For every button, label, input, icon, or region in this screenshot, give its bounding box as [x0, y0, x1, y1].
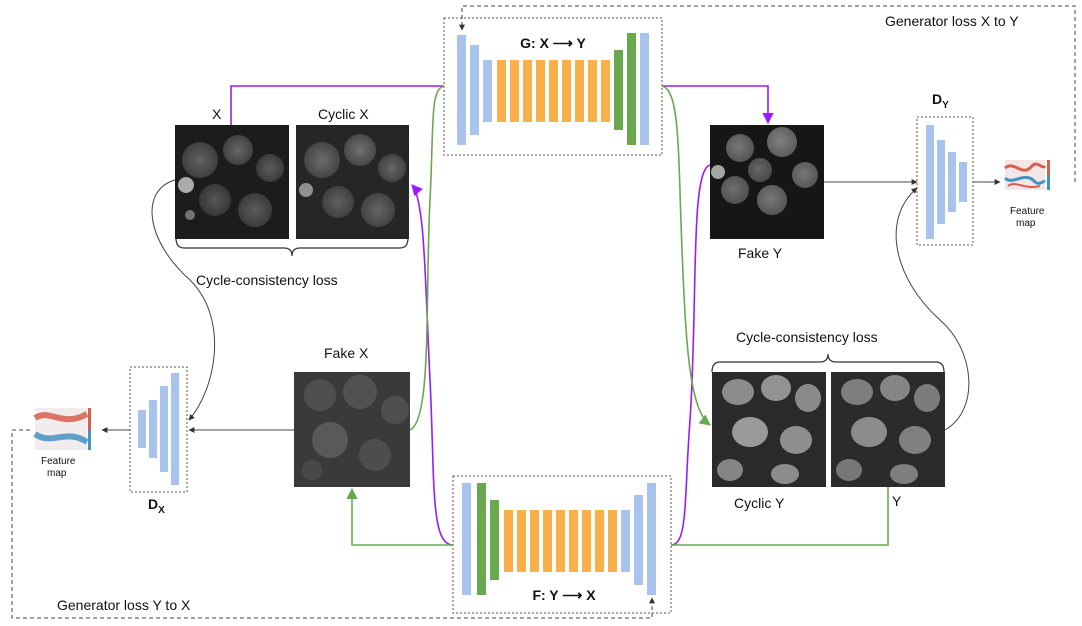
image-cyclic-y-label: Cyclic Y: [734, 495, 785, 511]
feature-map-right: Feature map: [1003, 160, 1050, 229]
g-layer-blue: [457, 35, 466, 145]
f-layer-green: [490, 500, 499, 580]
discriminator-x: DX: [129, 366, 188, 516]
discriminator-x-label: DX: [148, 496, 165, 516]
dy-layer: [937, 140, 945, 224]
f-layer-blue: [621, 510, 630, 572]
arrow-y-to-f: [671, 487, 889, 546]
dashed-feedback: [11, 5, 1076, 619]
g-layer-blue: [470, 45, 479, 135]
brace-right: Cycle-consistency loss: [711, 329, 945, 373]
feature-map-right-label-2: map: [1016, 218, 1036, 229]
f-layer-orange: [530, 510, 539, 572]
f-layer-orange: [569, 510, 578, 572]
cycle-loss-left-label: Cycle-consistency loss: [196, 272, 338, 288]
feature-map-left-label-1: Feature: [41, 456, 76, 467]
image-fake-x: Fake X: [294, 345, 410, 487]
image-x: X: [175, 106, 289, 239]
g-layer-orange: [510, 60, 519, 122]
arrows-black: [101, 179, 1001, 433]
dx-layer: [171, 373, 179, 485]
f-layer-orange: [595, 510, 604, 572]
arrow-f-to-cyclic-x: [411, 184, 454, 546]
f-layer-blue: [462, 483, 471, 595]
dy-layer: [959, 162, 967, 202]
dx-layer: [138, 410, 146, 448]
dashed-gen-loss-xy: [459, 5, 1076, 182]
generator-loss-xy-label: Generator loss X to Y: [885, 13, 1019, 29]
feature-map-right-label-1: Feature: [1010, 206, 1045, 217]
f-layer-green: [477, 483, 486, 595]
arrow-x-to-g: [230, 85, 444, 125]
image-y-label: Y: [892, 493, 902, 509]
generator-g: G: X ⟶ Y: [443, 17, 663, 156]
feature-map-left: Feature map: [33, 408, 91, 479]
dy-layer: [948, 152, 956, 212]
f-layer-orange: [504, 510, 513, 572]
arrow-y-to-dy: [895, 187, 970, 431]
g-layer-blue: [483, 60, 492, 122]
f-layer-blue: [647, 483, 656, 595]
dx-layer: [149, 400, 157, 458]
g-layer-orange: [588, 60, 597, 122]
arrow-g-to-fake-y: [662, 85, 774, 125]
arrow-g-to-cyclic-y: [661, 85, 711, 426]
image-cyclic-x-label: Cyclic X: [318, 106, 369, 122]
cycle-loss-right-label: Cycle-consistency loss: [736, 329, 878, 345]
arrow-f-to-fake-x: [346, 487, 453, 546]
g-layer-orange: [601, 60, 610, 122]
image-x-label: X: [212, 106, 222, 122]
g-layer-orange: [523, 60, 532, 122]
dx-layer: [160, 386, 168, 472]
f-layer-orange: [582, 510, 591, 572]
brace-left: Cycle-consistency loss: [175, 237, 409, 288]
f-layer-blue: [634, 495, 643, 585]
image-cyclic-y: Cyclic Y: [712, 372, 826, 511]
arrow-fake-y-to-f: [670, 164, 711, 546]
f-layer-orange: [556, 510, 565, 572]
generator-loss-yx-label: Generator loss Y to X: [57, 597, 191, 613]
f-layer-orange: [608, 510, 617, 572]
image-cyclic-x: Cyclic X: [296, 106, 409, 239]
arrows-purple: [230, 85, 774, 546]
g-layer-green: [627, 33, 636, 145]
feature-map-left-label-2: map: [47, 468, 67, 479]
g-layer-green: [614, 50, 623, 130]
discriminator-y: DY: [916, 91, 974, 246]
g-layer-blue: [640, 33, 649, 145]
g-layer-orange: [562, 60, 571, 122]
image-fake-x-label: Fake X: [324, 345, 369, 361]
g-layer-orange: [549, 60, 558, 122]
discriminator-y-label: DY: [932, 91, 949, 111]
g-layer-orange: [575, 60, 584, 122]
dy-layer: [926, 125, 934, 239]
arrow-fake-x-to-g: [409, 85, 445, 431]
arrow-x-to-dx: [151, 179, 216, 421]
image-fake-y: Fake Y: [710, 125, 824, 261]
generator-f: F: Y ⟶ X: [452, 475, 672, 614]
f-layer-orange: [543, 510, 552, 572]
generator-f-title: F: Y ⟶ X: [532, 587, 596, 603]
arrows-green: [346, 85, 889, 546]
g-layer-orange: [536, 60, 545, 122]
image-fake-y-label: Fake Y: [738, 245, 783, 261]
image-y: Y: [831, 372, 945, 509]
g-layer-orange: [497, 60, 506, 122]
f-layer-orange: [517, 510, 526, 572]
dashed-gen-loss-yx: [11, 429, 655, 619]
generator-g-title: G: X ⟶ Y: [520, 35, 586, 51]
